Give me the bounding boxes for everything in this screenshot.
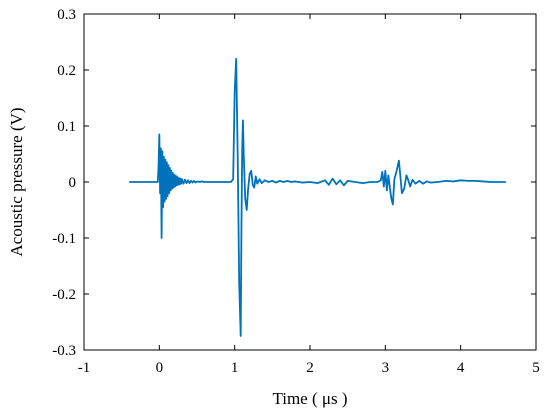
x-tick-label: -1 [78, 360, 91, 376]
x-tick-label: 0 [156, 360, 164, 376]
x-tick-label: 5 [532, 360, 540, 376]
y-tick-label: -0.2 [52, 287, 76, 303]
x-tick-label: 1 [231, 360, 239, 376]
y-tick-label: 0 [69, 175, 77, 191]
x-tick-label: 3 [382, 360, 390, 376]
y-tick-label: 0.3 [57, 7, 76, 23]
data-layer [129, 57, 506, 337]
series-line [129, 57, 506, 337]
y-tick-label: 0.2 [57, 63, 76, 79]
x-tick-label: 2 [306, 360, 314, 376]
y-axis-title: Acoustic pressure (V) [7, 107, 26, 256]
x-axis-title: Time ( μs ) [272, 389, 347, 408]
y-tick-label: 0.1 [57, 119, 76, 135]
tick-layer: -1 0 1 2 3 4 5 -0.3 -0.2 -0.1 0 0.1 0.2 0.3 [52, 7, 540, 376]
y-tick-label: -0.1 [52, 231, 76, 247]
y-tick-label: -0.3 [52, 343, 76, 359]
x-tick-label: 4 [457, 360, 465, 376]
